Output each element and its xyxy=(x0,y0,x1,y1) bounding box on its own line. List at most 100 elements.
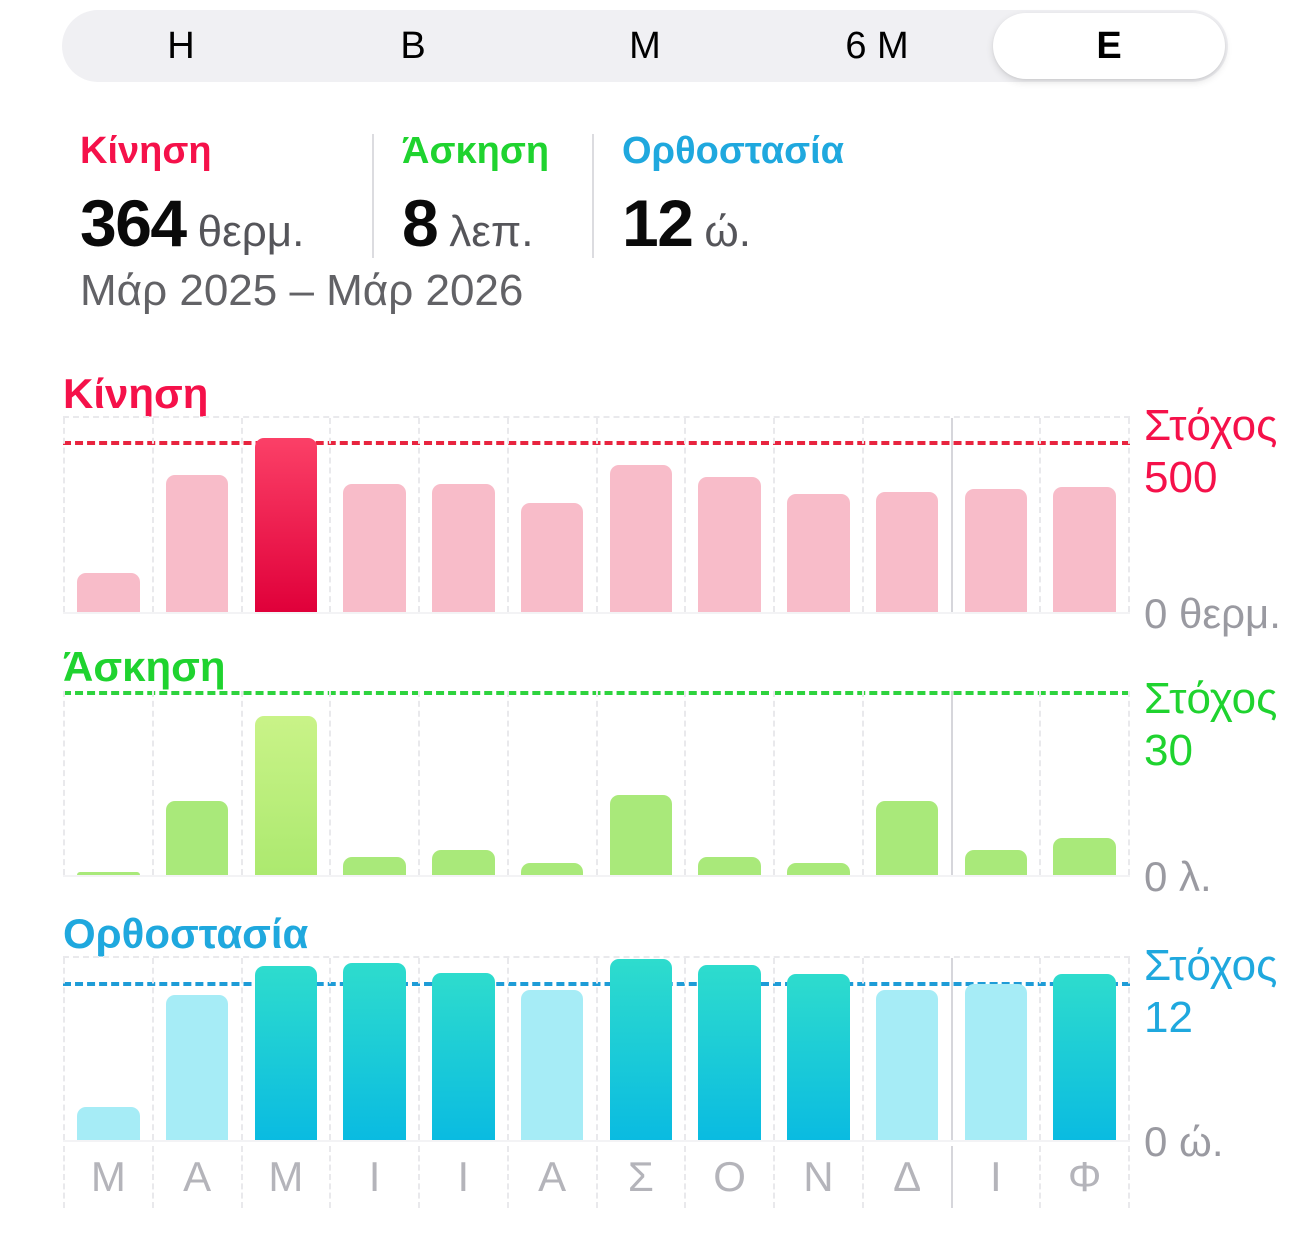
stand-bar-0[interactable] xyxy=(77,1107,140,1140)
stand-column-7 xyxy=(684,958,773,1140)
month-label-0: Μ xyxy=(63,1146,152,1208)
stand-column-3 xyxy=(329,958,418,1140)
move-bar-8[interactable] xyxy=(787,494,850,612)
exercise-bar-11[interactable] xyxy=(1053,838,1116,875)
move-chart: Κίνηση Στόχος 500 0 θερμ. xyxy=(63,370,1290,637)
stand-bar-6[interactable] xyxy=(609,959,673,1140)
stat-exercise-value: 8 xyxy=(402,186,439,260)
exercise-chart: Άσκηση Στόχος 30 0 λ. xyxy=(63,643,1290,900)
stat-stand-unit: ώ. xyxy=(704,207,751,256)
exercise-column-5 xyxy=(506,691,596,875)
move-side-labels: Στόχος 500 0 θερμ. xyxy=(1130,401,1290,637)
move-bar-1[interactable] xyxy=(165,475,229,612)
move-column-0 xyxy=(63,418,152,612)
move-column-9 xyxy=(861,418,951,612)
stand-bar-3[interactable] xyxy=(343,963,406,1140)
stand-bar-10[interactable] xyxy=(964,984,1028,1140)
stat-move-label: Κίνηση xyxy=(80,130,212,172)
exercise-bar-6[interactable] xyxy=(609,795,673,875)
exercise-bar-10[interactable] xyxy=(964,850,1028,875)
move-bar-6[interactable] xyxy=(609,465,673,612)
move-chart-title: Κίνηση xyxy=(63,370,209,417)
move-bar-4[interactable] xyxy=(432,483,495,612)
stand-column-9 xyxy=(861,958,951,1140)
stat-stand-label: Ορθοστασία xyxy=(622,130,844,172)
month-label-5: Α xyxy=(506,1146,596,1208)
exercise-bar-2[interactable] xyxy=(254,715,318,875)
exercise-zero-label: 0 λ. xyxy=(1144,853,1212,900)
tab-Ε[interactable]: Ε xyxy=(993,13,1225,79)
move-bar-5[interactable] xyxy=(520,502,584,612)
stand-bar-2[interactable] xyxy=(254,965,318,1140)
date-range: Μάρ 2025 – Μάρ 2026 xyxy=(80,266,524,315)
stand-column-10 xyxy=(950,958,1040,1140)
month-label-1: Α xyxy=(151,1146,241,1208)
exercise-side-labels: Στόχος 30 0 λ. xyxy=(1130,674,1290,900)
stand-bar-4[interactable] xyxy=(432,972,495,1140)
move-bar-2[interactable] xyxy=(254,437,318,612)
exercise-plot xyxy=(63,689,1130,877)
stat-divider xyxy=(592,134,594,258)
month-label-7: Ο xyxy=(684,1146,773,1208)
exercise-bar-7[interactable] xyxy=(698,856,761,875)
exercise-bar-5[interactable] xyxy=(520,862,584,875)
stat-exercise-label: Άσκηση xyxy=(402,130,550,172)
exercise-column-6 xyxy=(595,691,685,875)
stat-move: Κίνηση 364 θερμ. xyxy=(80,130,372,262)
exercise-bar-8[interactable] xyxy=(787,862,850,875)
stand-bar-11[interactable] xyxy=(1053,973,1116,1140)
stand-chart-title: Ορθοστασία xyxy=(63,910,309,957)
stat-stand-value: 12 xyxy=(622,186,694,260)
tab-Η[interactable]: Η xyxy=(167,24,195,67)
month-label-11: Φ xyxy=(1039,1146,1130,1208)
move-bar-11[interactable] xyxy=(1053,487,1116,612)
month-label-6: Σ xyxy=(595,1146,685,1208)
month-label-8: Ν xyxy=(773,1146,862,1208)
stat-move-unit: θερμ. xyxy=(197,207,305,256)
segmented-control: Η Β Μ 6 Μ Ε xyxy=(62,10,1228,82)
tab-Β[interactable]: Β xyxy=(400,24,426,67)
exercise-bar-4[interactable] xyxy=(432,850,495,875)
stand-column-2 xyxy=(240,958,330,1140)
stand-bar-7[interactable] xyxy=(698,964,761,1140)
exercise-column-0 xyxy=(63,691,152,875)
move-column-8 xyxy=(773,418,862,612)
exercise-bar-0[interactable] xyxy=(77,871,140,875)
exercise-column-2 xyxy=(240,691,330,875)
stand-bar-8[interactable] xyxy=(787,973,850,1140)
stand-chart: Ορθοστασία Στόχος 12 0 ώ. xyxy=(63,910,1290,1165)
stand-column-11 xyxy=(1039,958,1130,1140)
move-bar-9[interactable] xyxy=(875,492,939,612)
move-bar-7[interactable] xyxy=(698,477,761,612)
move-column-1 xyxy=(151,418,241,612)
stat-exercise: Άσκηση 8 λεπ. xyxy=(374,130,592,262)
stats-summary: Κίνηση 364 θερμ. Άσκηση 8 λεπ. Ορθοστασί… xyxy=(80,130,844,262)
move-bar-3[interactable] xyxy=(343,483,406,612)
exercise-bar-1[interactable] xyxy=(165,801,229,875)
stand-bar-5[interactable] xyxy=(520,989,584,1140)
stand-column-4 xyxy=(418,958,507,1140)
stand-bar-9[interactable] xyxy=(875,989,939,1140)
stat-move-value: 364 xyxy=(80,186,187,260)
move-column-5 xyxy=(506,418,596,612)
month-label-10: Ι xyxy=(950,1146,1040,1208)
tab-6 Μ[interactable]: 6 Μ xyxy=(845,24,909,67)
exercise-bar-9[interactable] xyxy=(875,801,939,875)
exercise-column-8 xyxy=(773,691,862,875)
move-goal-label: Στόχος 500 xyxy=(1144,401,1278,502)
stand-bar-1[interactable] xyxy=(165,994,229,1140)
move-column-7 xyxy=(684,418,773,612)
exercise-column-10 xyxy=(950,691,1040,875)
tab-Μ[interactable]: Μ xyxy=(629,24,661,67)
move-column-3 xyxy=(329,418,418,612)
stand-zero-label: 0 ώ. xyxy=(1144,1118,1224,1165)
move-bar-0[interactable] xyxy=(77,572,140,612)
exercise-column-1 xyxy=(151,691,241,875)
move-bar-10[interactable] xyxy=(964,489,1028,612)
stand-column-6 xyxy=(595,958,685,1140)
move-column-6 xyxy=(595,418,685,612)
move-column-11 xyxy=(1039,418,1130,612)
exercise-bar-3[interactable] xyxy=(343,856,406,875)
exercise-column-9 xyxy=(861,691,951,875)
month-label-4: Ι xyxy=(418,1146,507,1208)
